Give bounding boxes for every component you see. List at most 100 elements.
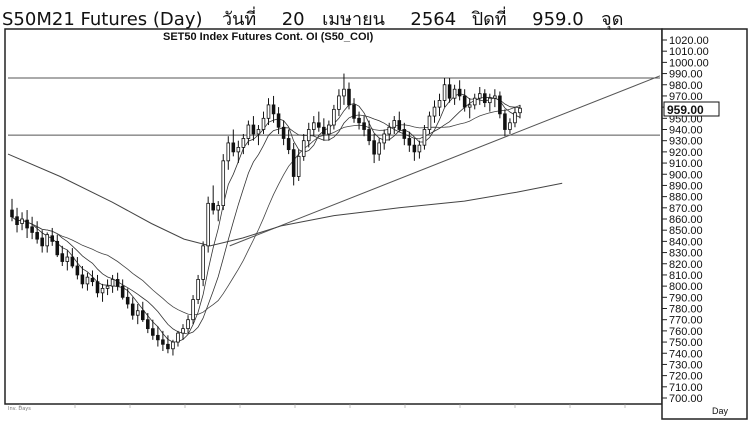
candle-body: [231, 142, 236, 153]
y-tick-label: 850.00: [669, 225, 703, 237]
candle: [392, 116, 397, 134]
ma-5-line: [11, 93, 521, 343]
candle-body: [125, 296, 130, 305]
y-tick-label: 1010.00: [669, 46, 709, 58]
candle: [120, 279, 125, 300]
bottom-left-label: Inv. Days: [8, 406, 31, 412]
candle-body: [452, 88, 457, 99]
candle: [513, 107, 517, 128]
candle-body: [513, 112, 517, 124]
candle: [412, 138, 417, 161]
unit-label: จุด: [601, 9, 624, 30]
candle: [266, 98, 271, 126]
candle: [291, 142, 296, 186]
candle: [130, 297, 135, 320]
candle: [40, 230, 44, 253]
candle: [377, 138, 381, 161]
candle: [488, 93, 492, 112]
candle-body: [342, 88, 346, 97]
candle: [50, 227, 55, 246]
candle: [347, 82, 351, 110]
y-tick-label: 800.00: [669, 281, 703, 293]
candle: [397, 111, 402, 132]
date-day: 20: [281, 9, 305, 30]
candle-body: [90, 277, 95, 283]
candle: [55, 234, 60, 258]
candle-body: [236, 146, 241, 153]
candle: [472, 93, 477, 110]
candle-body: [357, 117, 361, 124]
y-tick-label: 870.00: [669, 203, 703, 215]
candle: [493, 89, 497, 108]
candle-body: [65, 256, 70, 262]
candle: [65, 250, 70, 271]
date-month: เมษายน: [322, 9, 385, 30]
candle-body: [493, 95, 497, 99]
candle-body: [518, 107, 522, 114]
candle-body: [20, 218, 24, 224]
candle-body: [296, 155, 301, 177]
ma-20-line: [11, 105, 521, 316]
candle-body: [140, 310, 145, 321]
candle: [518, 104, 522, 119]
candle-body: [196, 279, 200, 300]
candle-body: [60, 253, 65, 262]
candle: [367, 120, 371, 146]
trend-line: [229, 75, 661, 247]
candle-body: [85, 276, 90, 285]
candle: [30, 216, 34, 240]
candle: [105, 279, 110, 296]
candle: [211, 185, 215, 215]
candle: [357, 111, 361, 130]
candle-body: [337, 95, 341, 110]
y-tick-label: 940.00: [669, 125, 703, 137]
candle: [467, 98, 472, 119]
candle-body: [498, 95, 502, 115]
ma-10-line: [11, 96, 521, 335]
candle: [176, 330, 180, 347]
candle: [226, 136, 231, 170]
candle: [231, 129, 236, 157]
candle: [337, 89, 341, 117]
candle-body: [95, 281, 100, 294]
candle: [437, 93, 442, 117]
candle: [146, 312, 150, 334]
candle-body: [100, 287, 105, 294]
candle: [246, 120, 251, 146]
candle-body: [166, 343, 170, 350]
y-tick-label: 760.00: [669, 326, 703, 338]
candle: [241, 133, 246, 155]
candle-body: [488, 97, 492, 104]
candle-body: [146, 319, 150, 330]
y-tick-label: 780.00: [669, 304, 703, 316]
candle-body: [15, 216, 19, 225]
candle: [201, 241, 205, 287]
y-tick-label: 710.00: [669, 382, 703, 394]
candle: [256, 125, 261, 146]
candle: [85, 272, 90, 291]
candle: [432, 100, 437, 123]
candle-body: [347, 88, 351, 106]
candle-body: [261, 117, 266, 130]
candle-body: [271, 104, 276, 115]
candle-body: [442, 84, 447, 101]
moving-average-lines: [7, 93, 563, 343]
candle-body: [417, 144, 422, 153]
candle: [352, 98, 356, 123]
last-price-box: [663, 101, 720, 117]
candle-body: [176, 332, 180, 343]
y-axis: 700.00710.00720.00730.00740.00750.00760.…: [662, 35, 709, 405]
y-tick-label: 930.00: [669, 136, 703, 148]
y-tick-label: 790.00: [669, 292, 703, 304]
candle: [362, 116, 366, 137]
candle-body: [332, 108, 336, 126]
candle-body: [422, 129, 427, 146]
candle: [317, 111, 321, 132]
y-tick-label: 1020.00: [669, 35, 709, 47]
y-tick-label: 880.00: [669, 192, 703, 204]
candle: [35, 221, 39, 244]
candle-body: [311, 122, 316, 130]
candle-body: [25, 219, 29, 229]
candle-body: [55, 240, 60, 256]
